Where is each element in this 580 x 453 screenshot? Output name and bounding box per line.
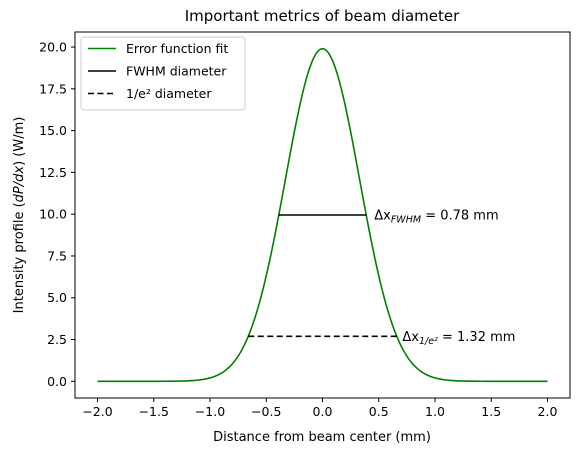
- plot-area: −2.0 −1.5 −1.0 −0.5 0.0 0.5 1.0 1.5 2.0 0.0 2.5 5.…: [39, 31, 571, 419]
- x-tick-label: −1.0: [195, 404, 225, 419]
- annotation-layer: ΔxFWHM = 0.78 mm Δx1/e² = 1.32 mm: [374, 209, 515, 347]
- y-tick-label: 0.0: [47, 374, 67, 389]
- y-tick-label: 5.0: [47, 290, 67, 305]
- legend: Error function fit FWHM diameter 1/e² diam…: [80, 36, 246, 111]
- legend-frame: [80, 36, 246, 111]
- y-tick-label: 10.0: [39, 207, 67, 222]
- x-tick-label: 1.5: [481, 404, 501, 419]
- x-tick-label: −1.5: [139, 404, 169, 419]
- chart-title: Important metrics of beam diameter: [185, 7, 460, 25]
- y-tick-label: 7.5: [47, 248, 67, 263]
- x-axis-label: Distance from beam center (mm): [213, 430, 431, 445]
- y-tick-label: 20.0: [39, 40, 67, 55]
- y-tick-label: 15.0: [39, 123, 67, 138]
- x-axis-ticks: −2.0 −1.5 −1.0 −0.5 0.0 0.5 1.0 1.5 2.0: [82, 398, 557, 419]
- x-tick-label: 1.0: [425, 404, 445, 419]
- x-tick-label: −0.5: [251, 404, 281, 419]
- x-tick-label: 0.5: [369, 404, 389, 419]
- y-tick-label: 2.5: [47, 332, 67, 347]
- x-tick-label: 0.0: [313, 404, 333, 419]
- y-axis-ticks: 0.0 2.5 5.0 7.5 10.0 12.5 15.0 17.5 20.0: [39, 40, 75, 389]
- y-tick-label: 12.5: [39, 165, 67, 180]
- y-axis-label: Intensity profile (dP/dx) (W/m): [12, 117, 27, 314]
- legend-label: FWHM diameter: [126, 64, 227, 79]
- legend-items: Error function fit FWHM diameter 1/e² diam…: [88, 41, 228, 101]
- x-tick-label: 2.0: [538, 404, 558, 419]
- legend-label: Error function fit: [126, 41, 228, 56]
- y-tick-label: 17.5: [39, 81, 67, 96]
- x-tick-label: −2.0: [82, 404, 112, 419]
- series-line-error-function-fit: [97, 47, 548, 383]
- annotation-label: Δx1/e² = 1.32 mm: [402, 330, 515, 347]
- legend-label: 1/e² diameter: [126, 86, 212, 101]
- annotation-label: ΔxFWHM = 0.78 mm: [374, 209, 498, 226]
- series-layer: [97, 47, 548, 383]
